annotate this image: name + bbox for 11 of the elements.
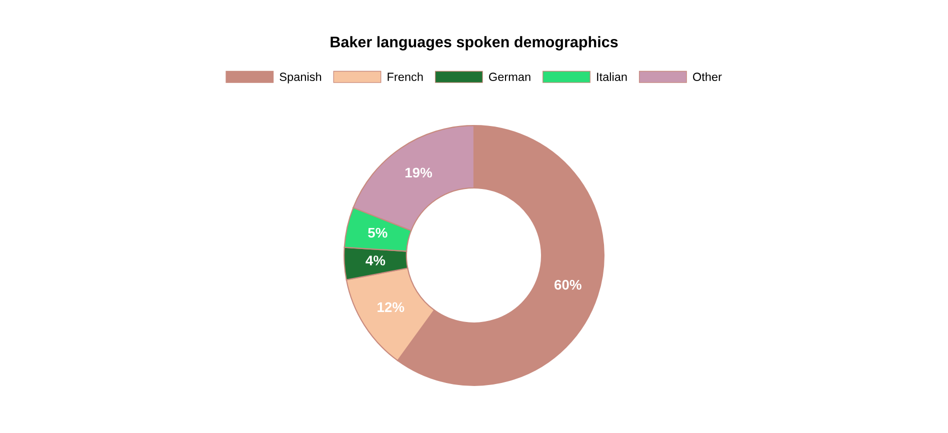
legend-label: Italian <box>597 72 627 82</box>
legend-label: Spanish <box>280 72 322 84</box>
data-label: 4% <box>366 256 386 266</box>
data-label: 12% <box>378 302 404 312</box>
data-label: 19% <box>405 168 432 178</box>
data-label: 60% <box>554 280 582 290</box>
legend-label: French <box>388 72 423 82</box>
legend-label: German <box>489 72 530 82</box>
data-label: 5% <box>368 228 388 238</box>
chart-title: Baker languages spoken demographics <box>330 36 618 50</box>
legend-label: Other <box>692 72 722 82</box>
